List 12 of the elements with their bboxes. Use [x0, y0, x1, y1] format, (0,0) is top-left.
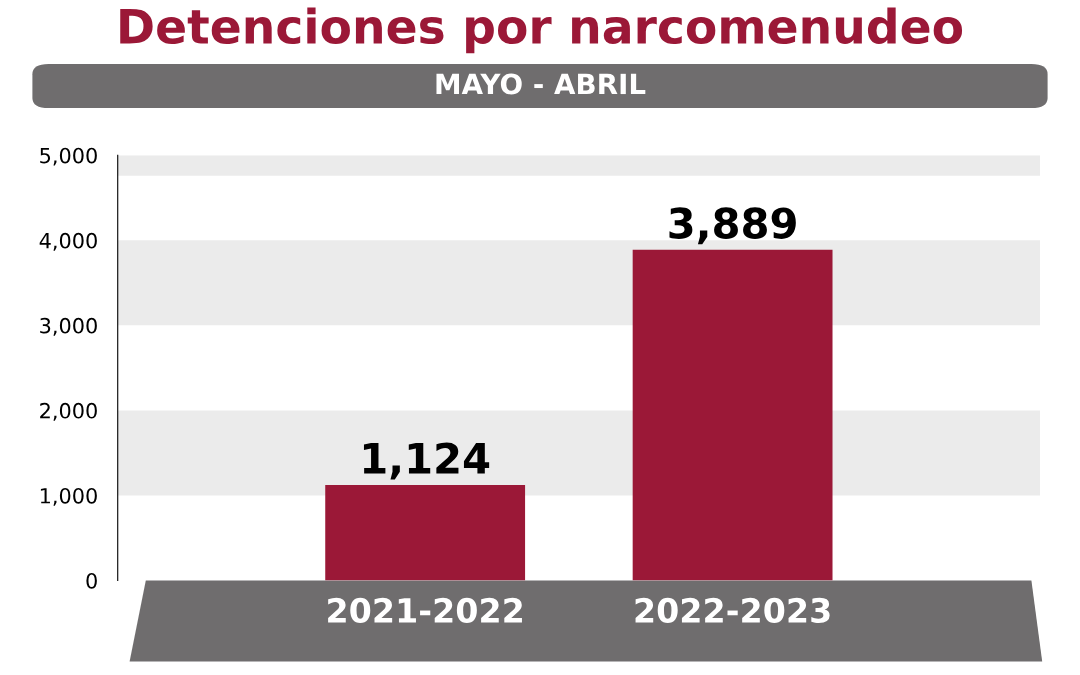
x-tick-label: 2021-2022: [328, 597, 522, 623]
y-tick-label: 4,000: [39, 232, 97, 251]
y-tick-label: 3,000: [40, 317, 97, 336]
data-label: 3,889: [669, 207, 796, 245]
data-label: 1,124: [363, 442, 490, 480]
y-tick-label: 2,000: [40, 402, 97, 421]
y-tick-label: 0: [86, 572, 97, 589]
y-tick-label: 1,000: [40, 487, 97, 506]
x-tick-label: 2022-2023: [635, 597, 830, 623]
chart-title: Detenciones por narcomenudeo: [120, 7, 963, 54]
chart-subtitle: MAYO - ABRIL: [436, 73, 646, 95]
y-tick-label: 5,000: [40, 147, 97, 166]
